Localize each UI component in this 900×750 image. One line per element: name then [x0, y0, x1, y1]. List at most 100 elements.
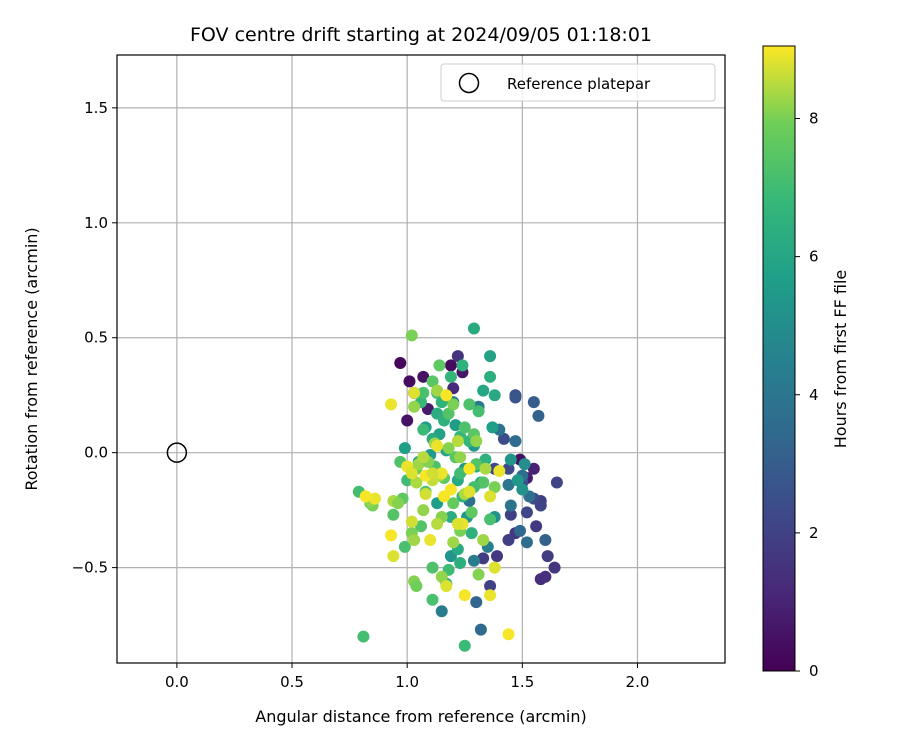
scatter-point — [520, 536, 533, 549]
scatter-point — [385, 398, 398, 411]
scatter-point — [417, 386, 430, 399]
x-axis: 0.0 0.5 1.0 1.5 2.0 — [165, 663, 649, 691]
scatter-point — [465, 527, 478, 540]
legend-reference-marker — [458, 72, 480, 94]
colorbar-tick-label: 2 — [809, 524, 819, 542]
scatter-point — [447, 497, 460, 510]
scatter-point — [477, 552, 490, 565]
scatter-point — [417, 504, 430, 517]
x-axis-label: Angular distance from reference (arcmin) — [255, 707, 586, 726]
scatter-point — [497, 432, 510, 445]
scatter-point — [431, 517, 444, 530]
plot-area — [117, 55, 725, 663]
scatter-point — [493, 465, 506, 478]
scatter-point — [484, 579, 497, 592]
scatter-point — [486, 421, 499, 434]
scatter-point — [518, 458, 531, 471]
legend: Reference platepar — [440, 63, 716, 102]
scatter-point — [405, 467, 418, 480]
scatter-point — [403, 375, 416, 388]
scatter-point — [527, 462, 540, 475]
scatter-point — [444, 483, 457, 496]
scatter-point — [435, 467, 448, 480]
scatter-point — [479, 462, 492, 475]
scatter-point — [511, 474, 524, 487]
scatter-point — [415, 520, 427, 533]
chart-title: FOV centre drift starting at 2024/09/05 … — [190, 24, 652, 46]
x-tick-label: 0.0 — [165, 673, 189, 691]
colorbar-tick-label: 8 — [809, 110, 819, 128]
scatter-point — [401, 414, 414, 427]
colorbar-label: Hours from first FF file — [831, 270, 850, 449]
scatter-point — [470, 596, 483, 609]
y-axis: −0.5 0.0 0.5 1.0 1.5 — [72, 99, 117, 577]
y-tick-label: 1.0 — [84, 214, 108, 232]
scatter-point — [509, 391, 522, 404]
scatter-point — [435, 570, 448, 583]
scatter-point — [502, 534, 515, 547]
scatter-point — [433, 359, 446, 372]
scatter-point — [550, 476, 563, 489]
scatter-point — [417, 451, 430, 464]
y-tick-label: −0.5 — [72, 559, 108, 577]
scatter-point — [456, 359, 469, 372]
scatter-point — [504, 499, 517, 512]
colorbar-tick-label: 6 — [809, 248, 819, 266]
scatter-point — [387, 508, 400, 521]
scatter-point — [426, 561, 439, 574]
scatter-point — [484, 490, 497, 503]
scatter-point — [530, 520, 543, 533]
scatter-point — [488, 481, 501, 494]
scatter-point — [458, 639, 471, 652]
scatter-point — [477, 384, 490, 397]
scatter-point — [534, 499, 547, 512]
scatter-point — [532, 409, 545, 422]
scatter-point — [479, 453, 492, 466]
colorbar-bar — [762, 45, 796, 672]
y-axis-label: Rotation from reference (arcmin) — [22, 227, 41, 490]
scatter-point — [504, 453, 517, 466]
scatter-point — [387, 550, 400, 563]
scatter-point — [488, 389, 501, 402]
scatter-point — [408, 386, 421, 399]
scatter-point — [451, 350, 464, 363]
plot-frame — [116, 54, 726, 664]
scatter-point — [410, 579, 423, 592]
legend-box — [440, 63, 716, 102]
scatter-point — [484, 513, 497, 526]
scatter-point — [509, 435, 522, 448]
scatter-point — [368, 492, 381, 505]
scatter-point — [516, 483, 529, 496]
scatter-point — [417, 423, 430, 436]
x-tick-label: 1.0 — [395, 673, 419, 691]
scatter-point — [463, 462, 476, 475]
scatter-point — [435, 605, 448, 618]
x-tick-label: 0.5 — [280, 673, 304, 691]
y-tick-label: 0.0 — [84, 444, 108, 462]
scatter-point — [454, 451, 467, 464]
scatter-point — [548, 561, 561, 574]
scatter-point — [444, 370, 457, 383]
grid — [117, 55, 725, 663]
scatter-point — [463, 485, 476, 498]
scatter-point — [442, 407, 455, 420]
scatter-point — [408, 534, 421, 547]
scatter-point — [394, 357, 407, 370]
scatter-point — [385, 529, 398, 542]
scatter-point — [467, 554, 480, 567]
legend-entry-reference-platepar: Reference platepar — [507, 75, 651, 93]
scatter-point — [472, 405, 485, 418]
scatter-points — [352, 322, 563, 652]
scatter-point — [444, 359, 457, 372]
scatter-point — [431, 439, 444, 452]
scatter-point — [520, 506, 533, 519]
scatter-point — [431, 384, 444, 397]
colorbar-tick-label: 4 — [809, 386, 819, 404]
scatter-point — [458, 589, 471, 602]
scatter-point — [504, 508, 517, 521]
scatter-point — [442, 442, 455, 455]
scatter-point — [451, 435, 464, 448]
scatter-point — [474, 623, 487, 636]
x-tick-label: 1.5 — [510, 673, 534, 691]
